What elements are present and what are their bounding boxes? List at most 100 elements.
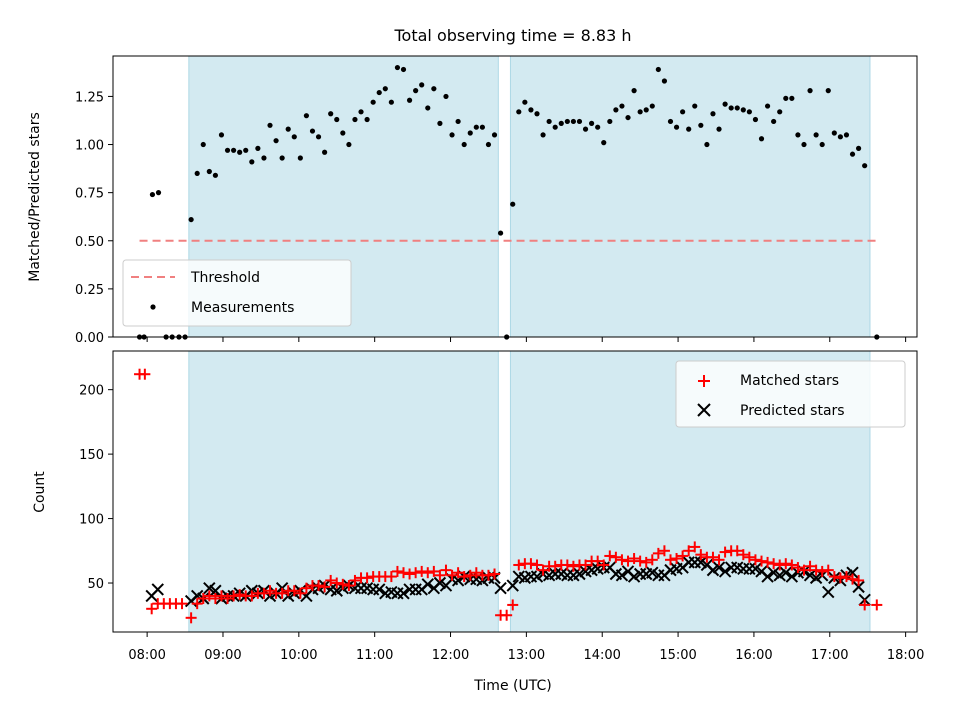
- measurement-point: [309, 128, 316, 134]
- matched-star-point: [695, 549, 707, 561]
- measurement-point: [528, 107, 534, 113]
- measurement-point: [149, 191, 156, 198]
- matched-star-point: [489, 568, 501, 580]
- bottom-panel: 50 100 150 200 08:00 09:00 10:00 11:00 12:00 13:0…: [32, 350, 924, 694]
- matched-star-point: [640, 556, 652, 568]
- measurement-point: [625, 114, 631, 121]
- matched-star-point: [319, 581, 331, 593]
- bottom-y-axis-label: Count: [32, 471, 48, 513]
- matched-star-point: [537, 564, 549, 576]
- measurement-point: [807, 88, 813, 94]
- measurement-point: [516, 109, 522, 115]
- measurement-point: [443, 93, 449, 100]
- matched-star-point: [234, 589, 246, 601]
- measurement-point: [473, 124, 479, 130]
- measurement-point: [394, 64, 401, 71]
- matched-star-point: [385, 571, 397, 583]
- predicted-star-point: [494, 581, 507, 595]
- measurement-point: [522, 99, 528, 105]
- measurement-point: [194, 170, 200, 177]
- measurement-point: [692, 103, 698, 109]
- measurement-point: [400, 66, 407, 73]
- matched-star-point: [580, 559, 592, 571]
- measurement-point: [370, 99, 376, 105]
- matched-star-point: [804, 560, 816, 572]
- measurement-point: [155, 190, 162, 196]
- predicted-star-point: [373, 583, 386, 596]
- matched-star-point: [604, 550, 616, 562]
- matched-star-point: [822, 564, 834, 576]
- measurement-point: [497, 230, 504, 236]
- top-y-tick-label: 1.00: [75, 139, 104, 154]
- matched-star-point: [470, 567, 482, 579]
- matched-star-point: [622, 555, 634, 567]
- predicted-star-point: [397, 587, 410, 600]
- measurement-point: [855, 145, 862, 151]
- predicted-star-point: [712, 561, 726, 574]
- top-y-tick-label: 0.50: [75, 235, 104, 250]
- matched-star-point: [288, 585, 300, 597]
- top-y-tick-label: 0.25: [75, 283, 104, 298]
- predicted-star-point: [151, 583, 164, 596]
- matched-star-point: [834, 572, 846, 584]
- legend-matched-label: Matched stars: [740, 373, 839, 389]
- measurement-point: [716, 126, 722, 132]
- matched-star-point: [756, 555, 768, 567]
- matched-star-point: [507, 599, 519, 611]
- measurement-point: [673, 124, 680, 130]
- matched-star-point: [731, 545, 743, 557]
- matched-star-point: [185, 612, 197, 624]
- top-axes-frame: [112, 55, 918, 338]
- measurement-point: [564, 118, 570, 125]
- predicted-star-point: [506, 579, 519, 592]
- matched-star-point: [191, 598, 203, 610]
- measurement-point: [758, 136, 765, 142]
- measurement-point: [801, 141, 807, 148]
- measurement-point: [570, 118, 577, 125]
- matched-star-point: [139, 368, 151, 380]
- measurement-point: [449, 132, 455, 138]
- matched-star-point: [749, 554, 761, 566]
- predicted-star-point: [761, 570, 774, 583]
- bottom-y-tick-label: 200: [79, 384, 104, 399]
- matched-star-point: [343, 580, 355, 592]
- x-tick-label: 18:00: [887, 648, 924, 663]
- measurement-point: [686, 126, 692, 132]
- matched-star-point: [859, 599, 871, 611]
- top-shaded-spans: [188, 55, 871, 338]
- measurement-point: [334, 116, 340, 123]
- measurement-point: [261, 155, 267, 161]
- matched-star-point: [762, 556, 774, 568]
- measurement-point: [346, 141, 352, 148]
- measurement-point: [601, 140, 607, 146]
- matched-star-points: [134, 368, 883, 624]
- bottom-y-tick-label: 150: [79, 448, 104, 463]
- matched-star-point: [452, 567, 464, 579]
- top-ticks: 0.00 0.25 0.50 0.75 1.00 1.25: [75, 90, 907, 346]
- measurement-point: [188, 216, 194, 223]
- measurement-point: [813, 132, 819, 138]
- matched-star-point: [482, 569, 494, 581]
- matched-star-point: [737, 549, 749, 561]
- x-tick-label: 12:00: [432, 648, 469, 663]
- matched-star-point: [810, 564, 822, 576]
- measurement-point: [328, 111, 334, 117]
- legend-threshold-label: Threshold: [190, 270, 260, 286]
- predicted-star-point: [615, 569, 629, 582]
- matched-star-point: [561, 559, 573, 571]
- measurement-point: [843, 132, 850, 138]
- matched-star-point: [768, 558, 780, 570]
- matched-star-point: [258, 587, 270, 599]
- x-tick-label: 10:00: [280, 648, 317, 663]
- measurement-point: [649, 103, 655, 109]
- legend-matched-swatch: [698, 375, 710, 387]
- matched-star-point: [331, 577, 343, 589]
- measurement-point: [437, 120, 443, 126]
- measurement-point: [364, 116, 370, 123]
- measurement-point: [540, 132, 546, 138]
- measurement-point: [631, 88, 637, 94]
- measurement-point: [722, 101, 728, 107]
- matched-star-point: [567, 560, 579, 572]
- matched-star-point: [416, 565, 428, 577]
- measurement-point: [698, 122, 704, 128]
